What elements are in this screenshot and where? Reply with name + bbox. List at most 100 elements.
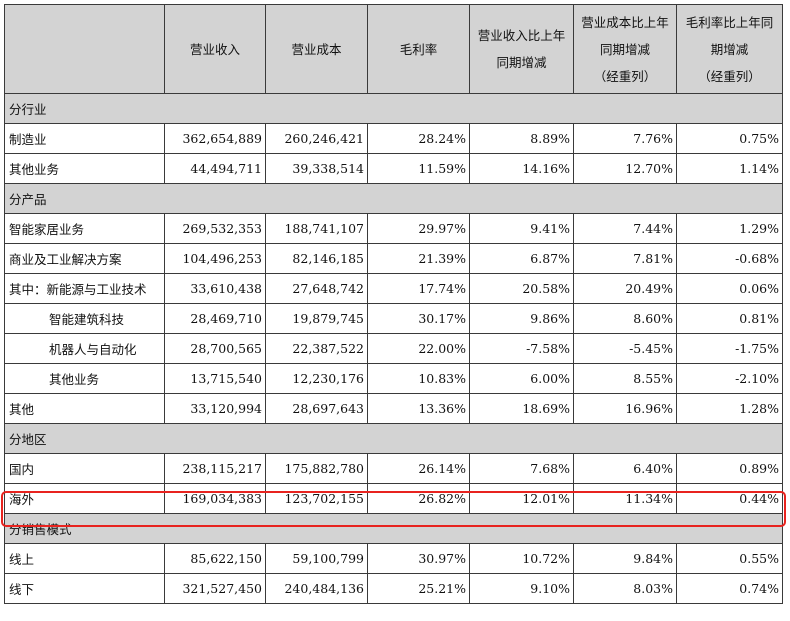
margin-change-cell: -1.75%: [676, 333, 783, 364]
revenue-cell: 44,494,711: [164, 153, 266, 184]
header-blank-cell: [4, 4, 165, 94]
revenue-cell: 104,496,253: [164, 243, 266, 274]
header-margin-change: 毛利率比上年同 期增减 （经重列）: [676, 4, 783, 94]
revenue-cell: 85,622,150: [164, 543, 266, 574]
cost-change-cell: 6.40%: [573, 453, 677, 484]
table-row: 其他业务 13,715,540 12,230,176 10.83% 6.00% 8.55%…: [4, 363, 783, 394]
revenue-cell: 321,527,450: [164, 573, 266, 604]
header-cost-change: 营业成本比上年 同期增减 （经重列）: [573, 4, 677, 94]
cost-change-cell: 16.96%: [573, 393, 677, 424]
table-row: 智能建筑科技 28,469,710 19,879,745 30.17% 9.86% 8.6…: [4, 303, 783, 334]
margin-change-cell: -2.10%: [676, 363, 783, 394]
revenue-change-cell: -7.58%: [469, 333, 574, 364]
margin-change-cell: 0.06%: [676, 273, 783, 304]
cost-cell: 59,100,799: [265, 543, 368, 574]
gross-margin-cell: 26.14%: [367, 453, 470, 484]
cost-cell: 175,882,780: [265, 453, 368, 484]
margin-change-cell: 0.89%: [676, 453, 783, 484]
revenue-change-cell: 6.87%: [469, 243, 574, 274]
row-label: 其他: [4, 393, 165, 424]
row-label: 线上: [4, 543, 165, 574]
cost-cell: 22,387,522: [265, 333, 368, 364]
header-revenue: 营业收入: [164, 4, 266, 94]
table-row: 其他 33,120,994 28,697,643 13.36% 18.69% 16.96%…: [4, 393, 783, 424]
cost-change-cell: 7.44%: [573, 213, 677, 244]
table-row: 其中：新能源与工业技术 33,610,438 27,648,742 17.74% 20.…: [4, 273, 783, 304]
cost-change-cell: 7.81%: [573, 243, 677, 274]
table-row: 商业及工业解决方案 104,496,253 82,146,185 21.39% 6.87…: [4, 243, 783, 274]
header-revenue-change: 营业收入比上年 同期增减: [469, 4, 574, 94]
revenue-cell: 33,120,994: [164, 393, 266, 424]
revenue-change-cell: 9.86%: [469, 303, 574, 334]
gross-margin-cell: 21.39%: [367, 243, 470, 274]
margin-change-cell: 0.44%: [676, 483, 783, 514]
row-label: 制造业: [4, 123, 165, 154]
revenue-change-cell: 18.69%: [469, 393, 574, 424]
table-row: 智能家居业务 269,532,353 188,741,107 29.97% 9.41% 7…: [4, 213, 783, 244]
table-row: 线上 85,622,150 59,100,799 30.97% 10.72% 9.84% 0…: [4, 543, 783, 574]
cost-cell: 82,146,185: [265, 243, 368, 274]
revenue-cell: 362,654,889: [164, 123, 266, 154]
section-row-sales-mode: 分销售模式: [4, 513, 783, 544]
table-row: 其他业务 44,494,711 39,338,514 11.59% 14.16% 12.7…: [4, 153, 783, 184]
revenue-cell: 33,610,438: [164, 273, 266, 304]
cost-cell: 240,484,136: [265, 573, 368, 604]
cost-cell: 260,246,421: [265, 123, 368, 154]
gross-margin-cell: 28.24%: [367, 123, 470, 154]
row-label: 海外: [4, 483, 165, 514]
margin-change-cell: 1.14%: [676, 153, 783, 184]
margin-change-cell: 1.29%: [676, 213, 783, 244]
cost-cell: 19,879,745: [265, 303, 368, 334]
revenue-change-cell: 12.01%: [469, 483, 574, 514]
table-row: 线下 321,527,450 240,484,136 25.21% 9.10% 8.03%…: [4, 573, 783, 604]
gross-margin-cell: 10.83%: [367, 363, 470, 394]
gross-margin-cell: 29.97%: [367, 213, 470, 244]
header-gross-margin: 毛利率: [367, 4, 470, 94]
row-label: 线下: [4, 573, 165, 604]
revenue-cell: 13,715,540: [164, 363, 266, 394]
cost-change-cell: -5.45%: [573, 333, 677, 364]
table-row: 海外 169,034,383 123,702,155 26.82% 12.01% 11.3…: [4, 483, 783, 514]
header-cost: 营业成本: [265, 4, 368, 94]
section-label: 分行业: [4, 93, 783, 124]
section-label: 分产品: [4, 183, 783, 214]
row-label: 其中：新能源与工业技术: [4, 273, 165, 304]
revenue-cell: 28,469,710: [164, 303, 266, 334]
cost-change-cell: 7.76%: [573, 123, 677, 154]
gross-margin-cell: 17.74%: [367, 273, 470, 304]
cost-cell: 12,230,176: [265, 363, 368, 394]
revenue-change-cell: 10.72%: [469, 543, 574, 574]
table-row: 机器人与自动化 28,700,565 22,387,522 22.00% -7.58% -…: [4, 333, 783, 364]
margin-change-cell: -0.68%: [676, 243, 783, 274]
gross-margin-cell: 30.97%: [367, 543, 470, 574]
gross-margin-cell: 25.21%: [367, 573, 470, 604]
section-row-industry: 分行业: [4, 93, 783, 124]
gross-margin-cell: 26.82%: [367, 483, 470, 514]
margin-change-cell: 0.74%: [676, 573, 783, 604]
gross-margin-cell: 11.59%: [367, 153, 470, 184]
gross-margin-cell: 22.00%: [367, 333, 470, 364]
row-label: 智能家居业务: [4, 213, 165, 244]
cost-change-cell: 12.70%: [573, 153, 677, 184]
cost-change-cell: 8.55%: [573, 363, 677, 394]
margin-change-cell: 0.75%: [676, 123, 783, 154]
section-label: 分销售模式: [4, 513, 783, 544]
cost-change-cell: 8.03%: [573, 573, 677, 604]
row-label: 机器人与自动化: [4, 333, 165, 364]
revenue-change-cell: 6.00%: [469, 363, 574, 394]
revenue-cell: 28,700,565: [164, 333, 266, 364]
revenue-change-cell: 20.58%: [469, 273, 574, 304]
cost-change-cell: 8.60%: [573, 303, 677, 334]
margin-change-cell: 1.28%: [676, 393, 783, 424]
revenue-cell: 269,532,353: [164, 213, 266, 244]
section-row-product: 分产品: [4, 183, 783, 214]
gross-margin-cell: 30.17%: [367, 303, 470, 334]
revenue-cell: 238,115,217: [164, 453, 266, 484]
revenue-change-cell: 14.16%: [469, 153, 574, 184]
gross-margin-cell: 13.36%: [367, 393, 470, 424]
revenue-cell: 169,034,383: [164, 483, 266, 514]
cost-cell: 188,741,107: [265, 213, 368, 244]
cost-cell: 39,338,514: [265, 153, 368, 184]
section-label: 分地区: [4, 423, 783, 454]
header-row: 营业收入 营业成本 毛利率 营业收入比上年 同期增减 营业成本比上年 同期增减 （经重…: [4, 4, 783, 94]
